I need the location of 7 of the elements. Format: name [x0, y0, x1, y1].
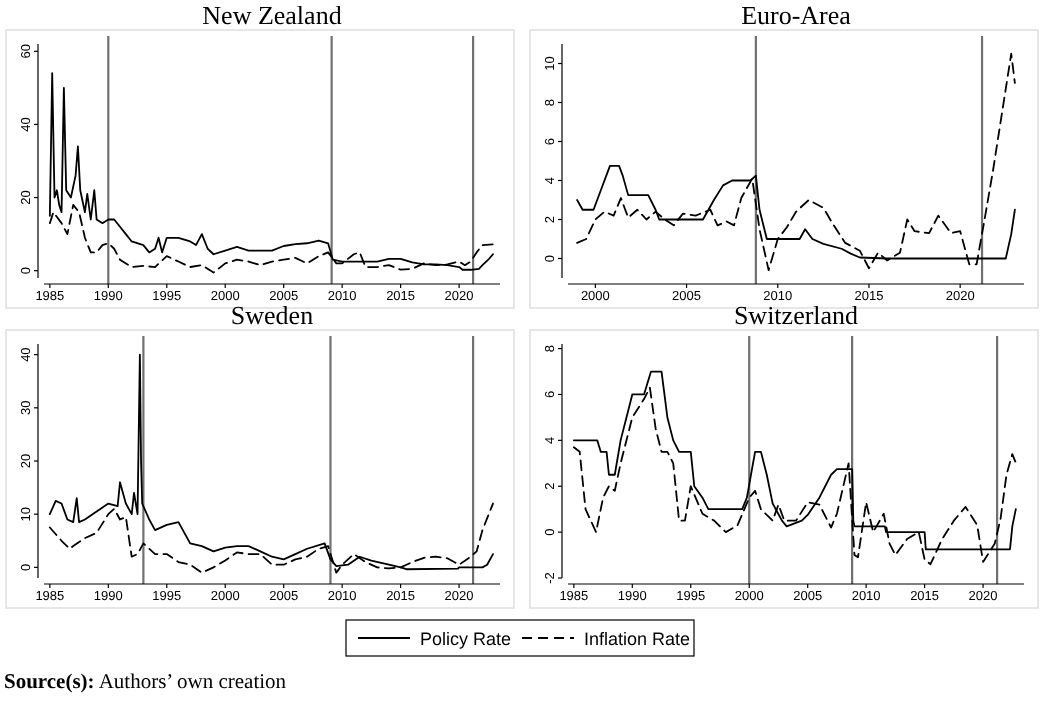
chart-title: Switzerland [733, 300, 860, 330]
chart-title: Sweden [230, 300, 315, 330]
chart-title: New Zealand [202, 0, 343, 30]
source-note: Source(s): Authors’ own creation [4, 672, 288, 694]
chart-title: Euro-Area [741, 0, 852, 30]
legend-label: Inflation Rate [584, 629, 691, 649]
legend-label: Policy Rate [420, 629, 512, 649]
